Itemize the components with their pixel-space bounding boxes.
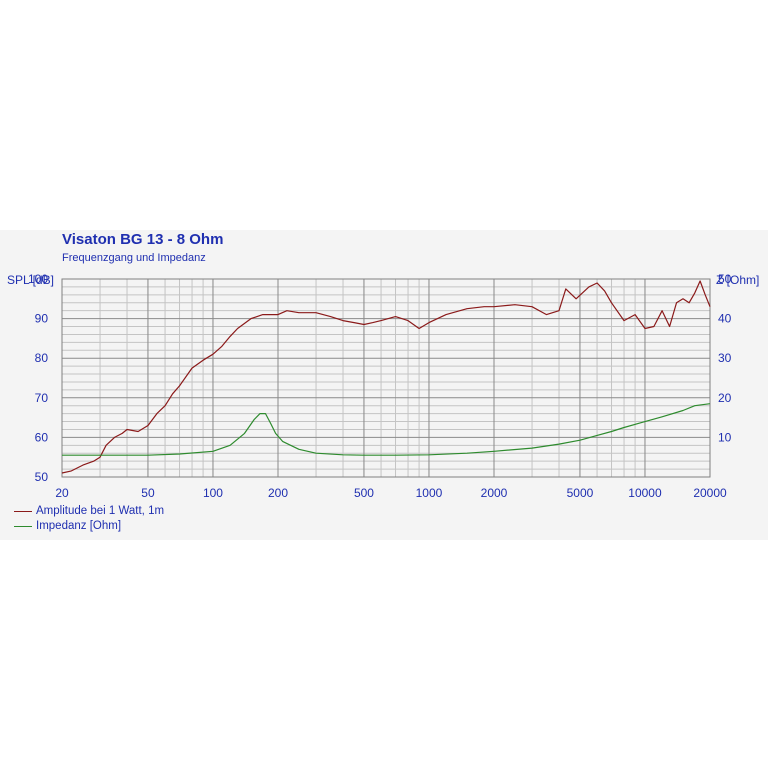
legend-item-amplitude: Amplitude bei 1 Watt, 1m <box>14 505 164 517</box>
chart-subtitle: Frequenzgang und Impedanz <box>62 252 206 264</box>
y-tick-label-left: 90 <box>35 312 49 326</box>
legend-label-impedance: Impedanz [Ohm] <box>36 520 122 532</box>
legend-label-amplitude: Amplitude bei 1 Watt, 1m <box>36 505 165 517</box>
x-tick-label: 1000 <box>416 486 443 500</box>
series-line-impedance <box>62 403 711 456</box>
legend-swatch-amplitude <box>14 510 32 512</box>
y-axis-label-left: SPL [dB] <box>7 273 54 287</box>
x-tick-label: 100 <box>203 486 223 500</box>
y-tick-label-right: 10 <box>718 430 732 444</box>
grid-major <box>61 278 711 478</box>
x-tick-label: 200 <box>268 486 288 500</box>
y-tick-label-right: 30 <box>718 351 732 365</box>
x-tick-label: 500 <box>354 486 374 500</box>
x-tick-label: 20000 <box>693 486 727 500</box>
y-tick-label-left: 60 <box>35 430 49 444</box>
y-tick-label-left: 50 <box>35 470 49 484</box>
y-tick-label-right: 20 <box>718 391 732 405</box>
chart-panel <box>0 230 768 540</box>
series-layer <box>61 280 711 474</box>
y-tick-label-left: 80 <box>35 351 49 365</box>
chart-title: Visaton BG 13 - 8 Ohm <box>62 231 224 248</box>
y-tick-label-right: 40 <box>718 312 732 326</box>
tick-labels: 20 50 100 200 500 1000 2000 5000 10000 20000 50 60 7… <box>28 272 732 500</box>
legend-swatch-impedance <box>14 525 32 527</box>
series-line-amplitude <box>61 280 711 474</box>
x-tick-label: 2000 <box>481 486 508 500</box>
x-tick-label: 20 <box>55 486 69 500</box>
y-tick-label-left: 70 <box>35 391 49 405</box>
y-tick-label-right: 50 <box>718 272 732 286</box>
x-tick-label: 5000 <box>567 486 594 500</box>
y-tick-label-left: 100 <box>28 272 48 286</box>
grid-minor <box>62 279 710 477</box>
y-axis-label-right: Z [Ohm] <box>716 273 759 287</box>
legend-item-impedance: Impedanz [Ohm] <box>14 520 121 532</box>
x-tick-label: 10000 <box>628 486 662 500</box>
plot-frame <box>61 278 711 478</box>
x-tick-label: 50 <box>141 486 155 500</box>
